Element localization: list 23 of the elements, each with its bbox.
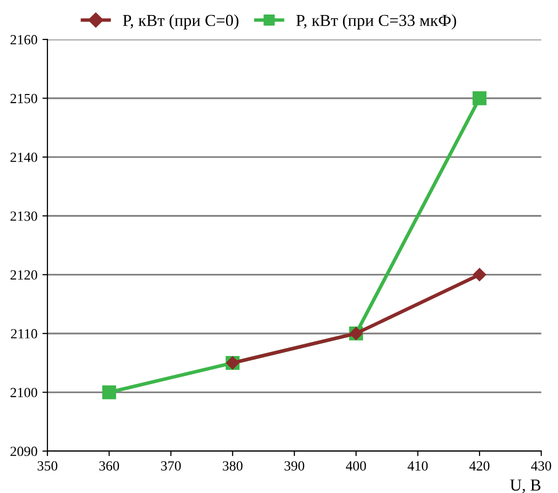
y-tick-label: 2150 <box>10 94 38 104</box>
y-tick-label: 2160 <box>10 35 38 44</box>
x-axis-title: U, В <box>510 480 540 493</box>
x-tick-label: 430 <box>531 461 552 471</box>
x-tick-label: 380 <box>222 461 243 471</box>
y-tick-label: 2130 <box>10 211 38 221</box>
legend-label: P, кВт (при С=0) <box>122 14 238 30</box>
x-tick-label: 360 <box>99 461 120 471</box>
point <box>472 268 486 282</box>
y-tick-label: 2100 <box>10 388 38 398</box>
x-tick-label: 420 <box>469 461 490 471</box>
y-tick-label: 2090 <box>10 446 38 456</box>
point <box>102 385 116 400</box>
y-tick-label: 2140 <box>10 152 38 162</box>
x-tick-label: 370 <box>161 461 181 471</box>
y-tick-label: 2110 <box>11 329 38 338</box>
point <box>472 91 486 106</box>
x-tick-label: 400 <box>346 461 366 471</box>
x-tick-label: 390 <box>284 461 304 471</box>
x-tick-label: 350 <box>38 461 58 471</box>
legend-label: P, кВт (при С=33 мкФ) <box>296 14 456 30</box>
y-tick-label: 2120 <box>10 270 38 280</box>
x-tick-label: 410 <box>408 461 428 471</box>
